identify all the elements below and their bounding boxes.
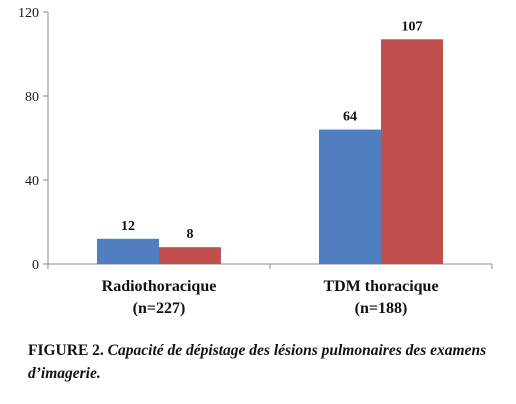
category-label: TDM thoracique (323, 278, 438, 295)
bar (97, 238, 159, 264)
y-tick-label: 40 (25, 174, 39, 189)
figure-description: Capacité de dépistage des lésions pulmon… (28, 342, 487, 382)
y-tick-label: 0 (32, 258, 39, 273)
bar-chart: 0 40 80 120 12 8 64 107 Radiothoracique (n=227)… (18, 6, 493, 317)
bar (319, 129, 381, 264)
bar-value-label: 64 (343, 110, 357, 125)
bar (159, 247, 221, 264)
figure-number: FIGURE 2. (28, 342, 104, 359)
bar-value-label: 107 (402, 19, 423, 34)
bars (97, 39, 443, 264)
category-labels: Radiothoracique (n=227) TDM thoracique (n=1… (47, 264, 493, 317)
category-label: Radiothoracique (102, 278, 217, 295)
y-tick-label: 80 (25, 90, 39, 105)
figure-caption: FIGURE 2. Capacité de dépistage des lési… (28, 339, 508, 385)
bar (381, 39, 443, 264)
data-labels: 12 8 64 107 (121, 19, 423, 242)
bar-value-label: 8 (187, 227, 194, 242)
bar-value-label: 12 (121, 219, 135, 234)
category-label: (n=188) (355, 300, 408, 317)
y-tick-label: 120 (18, 6, 39, 21)
y-axis-ticks: 0 40 80 120 (18, 6, 48, 273)
category-label: (n=227) (133, 300, 186, 317)
